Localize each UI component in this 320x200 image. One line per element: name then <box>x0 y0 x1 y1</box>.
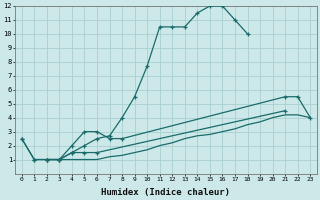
X-axis label: Humidex (Indice chaleur): Humidex (Indice chaleur) <box>101 188 230 197</box>
